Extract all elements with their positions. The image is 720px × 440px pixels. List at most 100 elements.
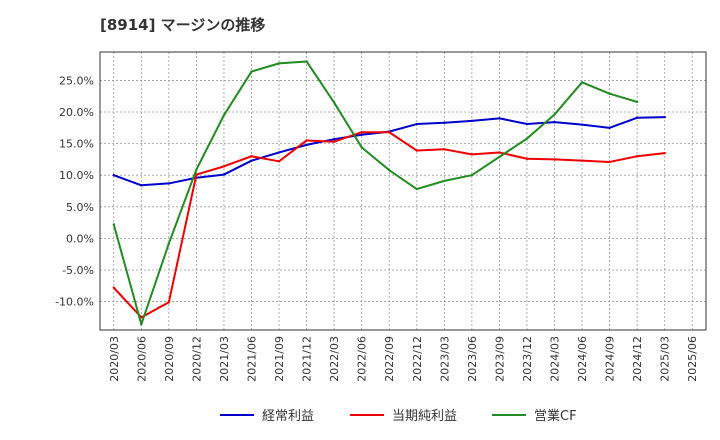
x-tick-label: 2022/06 <box>356 336 369 382</box>
x-tick-label: 2020/12 <box>190 336 203 382</box>
axis-layer: 25.0% 20.0% 15.0% 10.0% 5.0% 0.0% -5.0% -10.0% 2… <box>55 51 707 382</box>
data-point <box>332 137 336 141</box>
x-tick-label: 2024/09 <box>604 336 617 382</box>
x-tick-label: 2021/06 <box>246 336 259 382</box>
data-point <box>167 301 171 304</box>
series-2 <box>112 60 639 326</box>
data-point <box>305 139 308 142</box>
data-point <box>305 60 308 63</box>
x-tick-label: 2020/06 <box>135 336 148 382</box>
x-tick-label: 2020/03 <box>108 336 121 382</box>
data-point <box>525 122 529 126</box>
data-point <box>580 81 584 84</box>
data-point <box>498 117 501 120</box>
data-point <box>580 123 584 126</box>
y-tick-label: -5.0% <box>62 264 94 277</box>
data-point <box>140 184 143 187</box>
series-line <box>112 60 638 326</box>
y-tick-label: 15.0% <box>59 138 94 151</box>
y-tick-label: 10.0% <box>59 169 94 182</box>
data-point <box>608 160 611 164</box>
x-tick-label: 2022/09 <box>383 336 396 382</box>
data-point <box>277 160 281 163</box>
y-tick-label: 5.0% <box>66 201 94 214</box>
legend-label: 当期純利益 <box>392 409 457 424</box>
data-point <box>498 155 501 159</box>
data-point <box>222 173 226 176</box>
x-tick-label: 2024/12 <box>631 336 644 382</box>
data-point <box>250 159 253 162</box>
data-point <box>415 187 418 191</box>
data-point <box>635 116 639 119</box>
x-tick-label: 2022/03 <box>328 336 341 382</box>
data-point <box>140 323 143 326</box>
data-point <box>663 115 666 119</box>
x-tick-label: 2021/09 <box>273 336 286 382</box>
x-tick-label: 2025/03 <box>659 336 672 382</box>
y-tick-label: 25.0% <box>59 74 94 87</box>
data-point <box>415 149 418 152</box>
data-point <box>553 120 556 124</box>
data-point <box>195 168 198 171</box>
data-point <box>112 286 115 289</box>
legend: 経常利益 当期純利益 営業CF <box>220 408 577 424</box>
x-tick-label: 2023/06 <box>466 336 479 382</box>
data-point <box>470 153 474 156</box>
data-point <box>140 316 143 319</box>
x-tick-label: 2023/12 <box>521 336 534 382</box>
data-point <box>470 119 474 123</box>
data-point <box>388 131 391 134</box>
y-tick-label: -10.0% <box>55 296 94 309</box>
chart-title: [8914] マージンの推移 <box>100 16 266 34</box>
data-point <box>360 131 363 134</box>
data-point <box>250 70 253 73</box>
x-tick-label: 2023/09 <box>493 336 506 382</box>
x-tick-label: 2025/06 <box>686 336 699 382</box>
data-point <box>388 168 391 172</box>
y-tick-label: 0.0% <box>66 232 94 245</box>
data-point <box>305 143 308 147</box>
data-point <box>470 174 474 177</box>
data-point <box>498 151 501 154</box>
data-point <box>250 155 253 158</box>
series-1 <box>112 131 666 319</box>
data-point <box>525 137 529 140</box>
data-point <box>332 140 336 143</box>
y-tick-label: 20.0% <box>59 106 94 119</box>
x-tick-label: 2022/12 <box>411 336 424 382</box>
data-point <box>635 155 639 158</box>
data-point <box>443 148 446 151</box>
data-point <box>360 146 363 149</box>
data-point <box>525 157 529 160</box>
x-tick-label: 2024/03 <box>549 336 562 382</box>
data-point <box>167 242 171 245</box>
data-point <box>553 158 556 161</box>
data-point <box>608 92 611 95</box>
data-point <box>277 62 281 65</box>
data-point <box>167 182 171 185</box>
grid-layer <box>100 52 706 330</box>
data-point <box>443 121 446 124</box>
data-point <box>553 113 556 116</box>
legend-label: 営業CF <box>534 408 577 424</box>
data-point <box>222 165 226 168</box>
data-point <box>112 223 115 226</box>
x-tick-label: 2021/12 <box>301 336 314 382</box>
legend-label: 経常利益 <box>262 409 314 424</box>
data-point <box>222 113 226 117</box>
data-point <box>635 100 639 104</box>
data-point <box>332 101 336 104</box>
x-tick-label: 2024/06 <box>576 336 589 382</box>
data-point <box>580 159 584 162</box>
plot-frame <box>99 51 707 331</box>
data-point <box>415 122 418 126</box>
data-point <box>608 126 611 130</box>
data-point <box>277 151 281 154</box>
x-tick-label: 2023/03 <box>438 336 451 382</box>
data-point <box>112 174 115 177</box>
x-tick-label: 2021/03 <box>218 336 231 382</box>
data-point <box>443 179 446 183</box>
data-point <box>360 133 363 136</box>
x-tick-label: 2020/09 <box>163 336 176 382</box>
